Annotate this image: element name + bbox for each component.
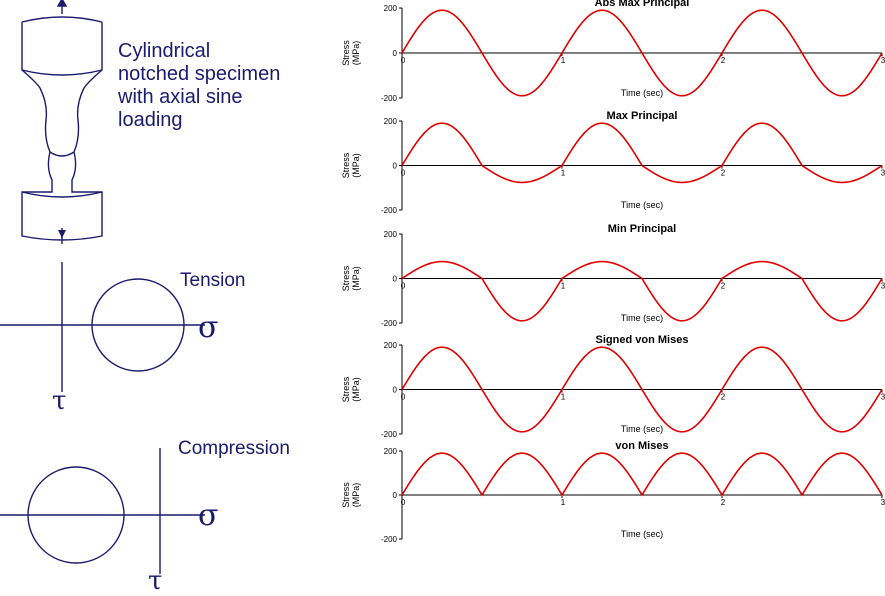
shoulder-line-top bbox=[21, 69, 103, 76]
x-tick-label: 2 bbox=[721, 282, 726, 291]
y-tick-label: 0 bbox=[393, 49, 398, 58]
y-tick-label: 200 bbox=[384, 4, 398, 13]
y-axis-label-unit: (MPa) bbox=[351, 377, 361, 402]
y-tick-label: -200 bbox=[381, 535, 398, 544]
x-tick-label: 1 bbox=[561, 282, 566, 291]
x-tick-label: 3 bbox=[881, 169, 885, 178]
specimen-line: notched specimen bbox=[118, 63, 281, 85]
tension-sigma-symbol: σ bbox=[198, 310, 219, 345]
specimen-drawing bbox=[21, 0, 103, 244]
x-tick-label: 1 bbox=[561, 498, 566, 507]
bottom-arrow-icon bbox=[58, 230, 66, 238]
y-axis-label: Stress bbox=[341, 482, 351, 508]
y-axis-label-unit: (MPa) bbox=[351, 153, 361, 178]
chart-title: Max Principal bbox=[607, 110, 678, 122]
y-tick-label: 200 bbox=[384, 230, 398, 239]
x-tick-label: 2 bbox=[721, 498, 726, 507]
x-tick-label: 1 bbox=[561, 169, 566, 178]
x-axis-label: Time (sec) bbox=[621, 313, 663, 323]
x-axis-label: Time (sec) bbox=[621, 88, 663, 98]
tension-label: Tension bbox=[180, 270, 246, 291]
y-axis-label-unit: (MPa) bbox=[351, 41, 361, 66]
x-axis-label: Time (sec) bbox=[621, 200, 663, 210]
specimen-outline bbox=[21, 22, 103, 241]
diagram-svg bbox=[0, 0, 205, 574]
y-tick-label: 0 bbox=[393, 162, 398, 171]
x-tick-label: 3 bbox=[881, 498, 885, 507]
mohr-compression bbox=[0, 448, 205, 574]
y-axis-label-unit: (MPa) bbox=[351, 483, 361, 508]
x-tick-label: 0 bbox=[401, 169, 406, 178]
chart-title: Signed von Mises bbox=[596, 334, 689, 346]
charts-panel: Abs Max Principal 200 0 -200 0 1 2 3 Stress (MPa)… bbox=[320, 0, 885, 591]
y-tick-label: -200 bbox=[381, 206, 398, 215]
chart-title: Min Principal bbox=[608, 223, 676, 235]
specimen-line: Cylindrical bbox=[118, 40, 211, 62]
x-tick-label: 0 bbox=[401, 56, 406, 65]
y-tick-label: 200 bbox=[384, 447, 398, 456]
series-line bbox=[401, 9, 883, 97]
y-axis-label: Stress bbox=[341, 152, 351, 178]
left-panel: Cylindrical notched specimen with axial … bbox=[0, 0, 320, 596]
x-tick-label: 3 bbox=[881, 282, 885, 291]
x-tick-label: 0 bbox=[401, 393, 406, 402]
tension-tau-symbol: τ bbox=[52, 386, 67, 416]
x-axis-label: Time (sec) bbox=[621, 529, 663, 539]
x-tick-label: 1 bbox=[561, 393, 566, 402]
compression-mohr-circle bbox=[27, 466, 125, 564]
y-tick-label: 0 bbox=[393, 386, 398, 395]
y-tick-label: 200 bbox=[384, 117, 398, 126]
chart-title: von Mises bbox=[615, 440, 668, 452]
series-line bbox=[401, 452, 883, 497]
specimen-line: loading bbox=[118, 109, 183, 131]
x-axis-label: Time (sec) bbox=[621, 424, 663, 434]
y-axis-label: Stress bbox=[341, 40, 351, 66]
x-tick-label: 2 bbox=[721, 56, 726, 65]
y-tick-label: -200 bbox=[381, 94, 398, 103]
tension-mohr-circle bbox=[91, 278, 185, 372]
top-arrow-icon bbox=[56, 0, 68, 7]
compression-label: Compression bbox=[178, 438, 290, 459]
x-tick-label: 0 bbox=[401, 282, 406, 291]
mohr-tension bbox=[0, 262, 205, 392]
notch-line bbox=[49, 151, 75, 157]
x-tick-label: 0 bbox=[401, 498, 406, 507]
top-ellipse bbox=[21, 16, 103, 23]
x-tick-label: 2 bbox=[721, 169, 726, 178]
y-tick-label: 0 bbox=[393, 491, 398, 500]
x-tick-label: 3 bbox=[881, 393, 885, 402]
y-axis-label: Stress bbox=[341, 265, 351, 291]
chart-title: Abs Max Principal bbox=[595, 0, 690, 9]
specimen-line: with axial sine bbox=[118, 86, 243, 108]
y-tick-label: 200 bbox=[384, 341, 398, 350]
y-tick-label: -200 bbox=[381, 319, 398, 328]
compression-sigma-symbol: σ bbox=[198, 498, 219, 533]
x-tick-label: 2 bbox=[721, 393, 726, 402]
x-tick-label: 3 bbox=[881, 56, 885, 65]
series-line bbox=[401, 122, 883, 184]
y-axis-label-unit: (MPa) bbox=[351, 266, 361, 291]
series-line bbox=[401, 346, 883, 433]
y-tick-label: -200 bbox=[381, 430, 398, 439]
shoulder-line-bottom bbox=[21, 191, 103, 198]
compression-tau-symbol: τ bbox=[148, 566, 163, 596]
y-axis-label: Stress bbox=[341, 376, 351, 402]
x-tick-label: 1 bbox=[561, 56, 566, 65]
specimen-description: Cylindrical notched specimen with axial … bbox=[118, 40, 318, 132]
y-tick-label: 0 bbox=[393, 275, 398, 284]
series-line bbox=[401, 260, 883, 322]
